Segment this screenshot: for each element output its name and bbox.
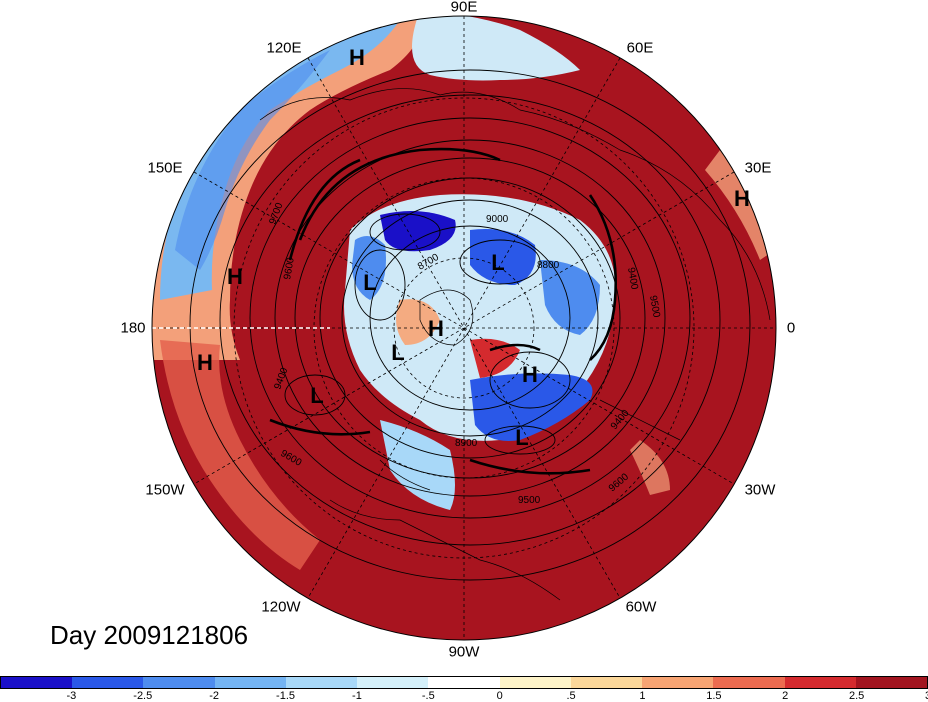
thick-contours [269, 147, 617, 475]
lon-label-0: 0 [786, 319, 796, 337]
lon-label-150w: 150W [145, 481, 185, 499]
colorbar-tick-label: -1.5 [276, 690, 296, 702]
high-pressure-marker: H [349, 45, 365, 70]
colorbar-tick-label: 1 [639, 690, 646, 702]
contour-label: 8900 [455, 438, 478, 449]
high-pressure-marker: H [428, 316, 444, 341]
colorbar-swatch [855, 677, 928, 688]
low-pressure-marker: L [491, 250, 505, 275]
colorbar-tick-label: 2.5 [848, 690, 865, 702]
colorbar-tick-label: -1 [352, 690, 362, 702]
anomaly-lightblue-core [380, 420, 455, 510]
height-contours [189, 69, 751, 581]
anomaly-warm-intrusion-2 [470, 338, 520, 378]
colorbar-tick-label: -.5 [421, 690, 435, 702]
colorbar-swatch [214, 677, 286, 688]
colorbar-tick-label: 2 [782, 690, 789, 702]
contour-label: 9500 [647, 295, 662, 319]
contour-label: 9600 [282, 256, 297, 280]
low-pressure-marker: L [310, 383, 324, 408]
colorbar [0, 676, 928, 689]
anomaly-light-bottom [630, 440, 670, 495]
anomaly-blue-core-4 [470, 373, 593, 441]
colorbar-swatch [143, 677, 215, 688]
colorbar-swatch [428, 677, 500, 688]
colorbar-swatch [357, 677, 429, 688]
colorbar-tick-label: 0 [496, 690, 503, 702]
colorbar-tick-label: -3 [66, 690, 77, 702]
lon-label-90e: 90E [450, 0, 478, 16]
day-title: Day 2009121806 [50, 620, 249, 650]
colorbar-swatch [713, 677, 785, 688]
anomaly-blue-core-1 [380, 211, 456, 252]
colorbar-swatch [642, 677, 714, 688]
colorbar-tick-label: .5 [566, 690, 576, 702]
colorbar-swatch [72, 677, 144, 688]
lon-label-60e: 60E [626, 39, 654, 57]
colorbar-swatch [285, 677, 358, 688]
low-pressure-marker: L [391, 340, 405, 365]
lon-label-150e: 150E [147, 159, 183, 177]
contour-label: 9000 [486, 214, 509, 225]
anomaly-warm-intrusion-1 [396, 299, 440, 345]
map-boundary [151, 15, 777, 641]
lon-label-120w: 120W [261, 598, 301, 616]
colorbar-swatch [570, 677, 643, 688]
low-pressure-marker: L [515, 425, 529, 450]
anomaly-neutral-north [412, 16, 580, 81]
lon-label-120e: 120E [266, 39, 302, 57]
colorbar-swatch [499, 677, 571, 688]
high-pressure-marker: H [522, 362, 538, 387]
colorbar-tick-label: 3 [925, 690, 928, 702]
anomaly-lightblue-nw [175, 50, 330, 270]
colorbar-swatch [1, 677, 73, 688]
lon-label-180: 180 [120, 319, 146, 337]
colorbar-tick-label: 1.5 [706, 690, 722, 702]
high-pressure-marker: H [197, 350, 213, 375]
high-pressure-marker: H [734, 186, 750, 211]
contour-label: 9500 [518, 495, 541, 506]
coastlines [259, 88, 771, 601]
low-pressure-marker: L [363, 270, 377, 295]
lon-label-30w: 30W [744, 481, 776, 499]
contour-label: 9400 [625, 267, 640, 291]
lat-lon-grid [152, 16, 776, 640]
anomaly-light-east [705, 150, 775, 260]
lon-label-60w: 60W [625, 598, 657, 616]
anomaly-blue-core-3 [540, 260, 600, 335]
lon-label-30e: 30E [744, 159, 772, 177]
colorbar-swatch [784, 677, 856, 688]
contour-label: 8800 [537, 260, 560, 271]
lon-label-90w: 90W [448, 643, 480, 661]
colorbar-tick-label: -2 [209, 690, 220, 702]
high-pressure-marker: H [227, 264, 243, 289]
colorbar-tick-label: -2.5 [133, 690, 153, 702]
